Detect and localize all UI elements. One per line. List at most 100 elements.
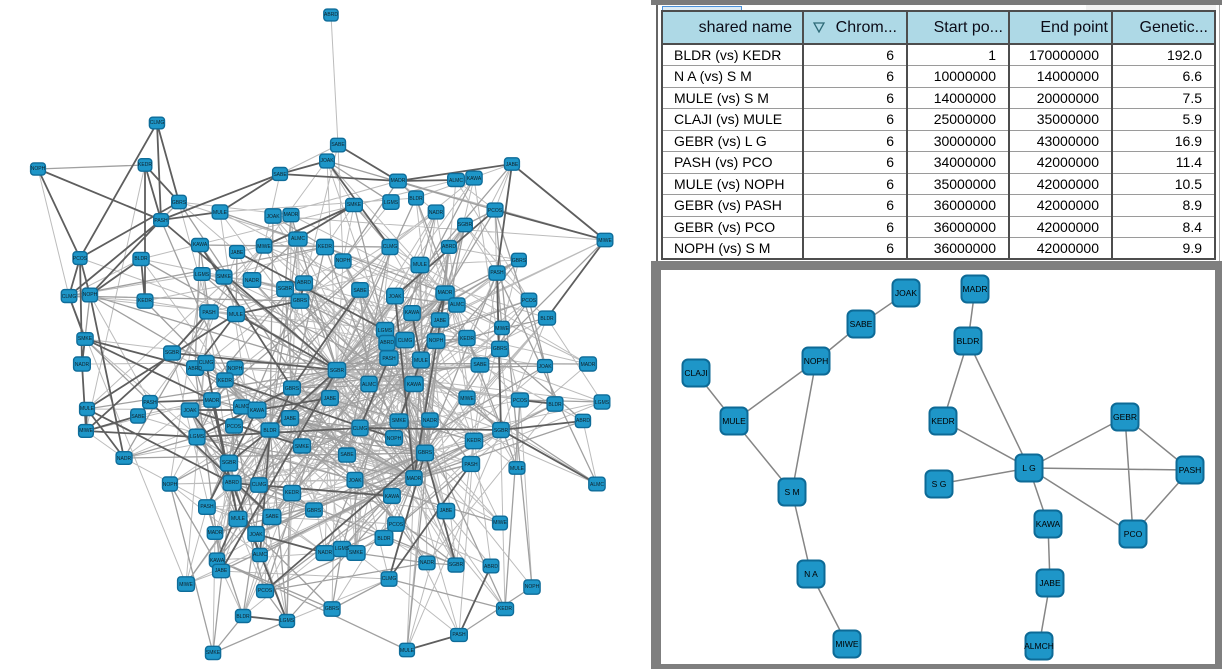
svg-text:ABRD: ABRD [576,418,590,424]
svg-text:MULE: MULE [231,516,246,522]
svg-text:GBRS: GBRS [493,346,508,352]
svg-text:GBRS: GBRS [418,450,433,456]
svg-text:GBRS: GBRS [307,508,322,514]
svg-text:NOPH: NOPH [163,482,178,488]
svg-text:ALMC: ALMC [449,178,463,184]
svg-text:JOAK: JOAK [348,478,362,484]
svg-text:JOAK: JOAK [538,364,552,370]
svg-text:MIWE: MIWE [495,326,509,332]
svg-text:MULE: MULE [414,358,429,364]
svg-text:ALMC: ALMC [590,482,604,488]
svg-text:KEDR: KEDR [138,298,152,304]
svg-text:MULE: MULE [413,262,428,268]
svg-text:JABE: JABE [440,508,453,514]
svg-text:PCOS: PCOS [513,398,528,404]
svg-text:PCOS: PCOS [227,424,242,430]
svg-text:LGMS: LGMS [335,546,350,552]
svg-text:GBRS: GBRS [285,386,300,392]
svg-text:SMKE: SMKE [78,336,93,342]
svg-text:SABE: SABE [473,362,487,368]
svg-text:MADR: MADR [208,530,223,536]
svg-text:KAWA: KAWA [467,176,482,182]
svg-text:NOPH: NOPH [336,258,351,264]
svg-text:KAWA: KAWA [250,408,265,414]
svg-text:ABRD: ABRD [380,340,394,346]
svg-text:SABE: SABE [331,142,345,148]
svg-text:NADR: NADR [117,456,132,462]
svg-text:ALMC: ALMC [253,552,267,558]
svg-text:JOAK: JOAK [249,532,263,538]
svg-text:MIWE: MIWE [257,244,271,250]
svg-text:CLMG: CLMG [382,576,397,582]
svg-text:NADR: NADR [420,560,435,566]
svg-text:SGBR: SGBR [494,428,509,434]
svg-text:CLAJI: CLAJI [684,368,707,378]
svg-text:BLDR: BLDR [957,336,980,346]
svg-text:BLDR: BLDR [540,316,554,322]
svg-text:JABE: JABE [1039,578,1061,588]
svg-text:KAWA: KAWA [405,310,420,316]
svg-text:MULE: MULE [229,312,244,318]
svg-text:PCO: PCO [1124,529,1143,539]
svg-text:JOAK: JOAK [320,158,334,164]
svg-text:KEDR: KEDR [498,606,512,612]
svg-text:SGBR: SGBR [330,368,345,374]
svg-text:GBRS: GBRS [325,606,340,612]
svg-text:ABRD: ABRD [324,12,338,18]
svg-text:PCOS: PCOS [73,256,88,262]
svg-text:NOPH: NOPH [525,584,540,590]
svg-text:LGMS: LGMS [595,400,610,406]
svg-text:SABE: SABE [273,172,287,178]
svg-text:ALMC: ALMC [235,404,249,410]
svg-text:MADR: MADR [391,178,406,184]
svg-text:NOPH: NOPH [804,356,829,366]
svg-text:SGBR: SGBR [278,286,293,292]
svg-text:JABE: JABE [434,318,447,324]
svg-text:ABRD: ABRD [225,480,239,486]
svg-text:SGBR: SGBR [458,222,473,228]
svg-text:KAWA: KAWA [1036,519,1061,529]
svg-text:SMKE: SMKE [206,650,221,656]
svg-text:GBRS: GBRS [512,258,527,264]
svg-text:NADR: NADR [75,362,90,368]
svg-text:NOPH: NOPH [228,366,243,372]
svg-text:LGMS: LGMS [190,434,205,440]
svg-text:JOAK: JOAK [895,288,918,298]
svg-text:PASH: PASH [452,632,466,638]
svg-text:BLDR: BLDR [377,536,391,542]
svg-text:JOAK: JOAK [388,294,402,300]
svg-text:NADR: NADR [423,418,438,424]
svg-text:MADR: MADR [438,290,453,296]
svg-text:GBRS: GBRS [293,298,308,304]
svg-text:KEDR: KEDR [931,416,955,426]
svg-text:ALMC: ALMC [291,236,305,242]
svg-text:KAWA: KAWA [210,558,225,564]
svg-text:ABRD: ABRD [188,366,202,372]
svg-text:KEDR: KEDR [467,438,481,444]
svg-text:MIWE: MIWE [79,428,93,434]
svg-text:NOPH: NOPH [387,436,402,442]
svg-text:JABE: JABE [324,396,337,402]
svg-text:LGMS: LGMS [378,328,393,334]
svg-text:JABE: JABE [284,416,297,422]
svg-text:MULE: MULE [510,466,525,472]
svg-text:MULE: MULE [722,416,746,426]
svg-text:NADR: NADR [245,278,260,284]
svg-text:ABRD: ABRD [484,564,498,570]
svg-text:MIWE: MIWE [460,396,474,402]
svg-text:KAWA: KAWA [193,242,208,248]
svg-text:CLMG: CLMG [353,426,368,432]
svg-text:GEBR: GEBR [1113,412,1137,422]
svg-text:MADR: MADR [581,362,596,368]
svg-text:SABE: SABE [131,414,145,420]
svg-text:BLDR: BLDR [263,428,277,434]
svg-text:KEDR: KEDR [218,378,232,384]
svg-text:MADR: MADR [962,284,987,294]
svg-text:MADR: MADR [284,212,299,218]
svg-text:SABE: SABE [265,514,279,520]
svg-text:SMKE: SMKE [392,418,407,424]
svg-text:SMKE: SMKE [347,202,362,208]
svg-text:ALMCH: ALMCH [1024,641,1054,651]
svg-text:CLMG: CLMG [383,244,398,250]
svg-text:ABRD: ABRD [297,280,311,286]
